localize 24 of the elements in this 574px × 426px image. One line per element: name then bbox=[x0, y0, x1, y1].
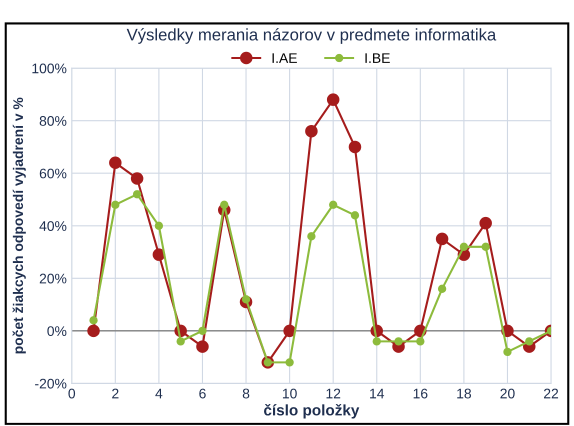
x-tick-label: 22 bbox=[544, 388, 558, 398]
chart-title: Výsledky merania názorov v predmete informatika bbox=[126, 28, 496, 44]
x-tick-label: 10 bbox=[282, 388, 297, 398]
legend-label: I.BE bbox=[365, 53, 390, 63]
y-axis-title: počet žiakcych odpovedí vyjadrení v % bbox=[12, 98, 26, 354]
y-tick-label: 60% bbox=[40, 168, 66, 178]
x-tick-label: 0 bbox=[68, 388, 76, 398]
y-tick-label: -20% bbox=[35, 378, 66, 389]
x-tick-label: 6 bbox=[199, 388, 206, 398]
y-tick-label: 100% bbox=[32, 63, 66, 74]
x-tick-label: 14 bbox=[370, 388, 384, 398]
x-tick-label: 4 bbox=[155, 388, 162, 398]
x-tick-label: 12 bbox=[326, 388, 340, 398]
x-tick-label: 2 bbox=[112, 388, 118, 398]
x-tick-label: 20 bbox=[500, 388, 515, 398]
y-tick-label: 0% bbox=[47, 326, 66, 336]
x-tick-label: 18 bbox=[457, 388, 472, 398]
x-tick-label: 16 bbox=[414, 388, 428, 398]
x-tick-label: 8 bbox=[242, 388, 250, 398]
legend-label: I.AE bbox=[272, 53, 297, 63]
y-tick-label: 20% bbox=[40, 274, 66, 284]
y-tick-label: 80% bbox=[40, 116, 66, 126]
y-tick-label: 40% bbox=[39, 221, 66, 231]
x-axis-title: číslo položky bbox=[264, 404, 360, 419]
